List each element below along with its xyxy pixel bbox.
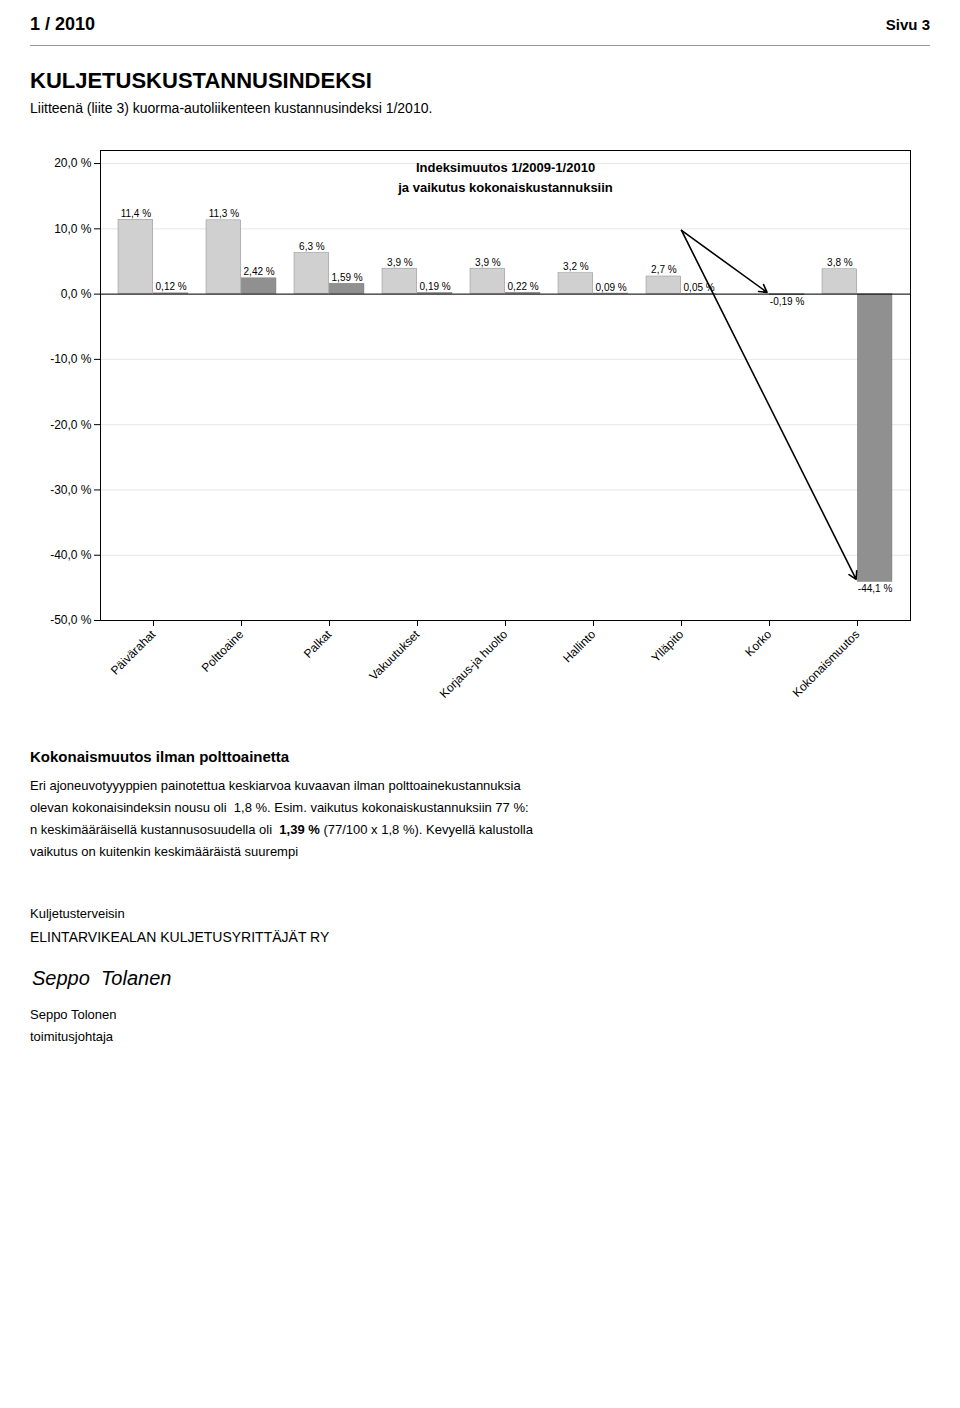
- svg-text:Vakuutukset: Vakuutukset: [366, 627, 422, 683]
- svg-text:11,4 %: 11,4 %: [121, 208, 151, 219]
- html-text:Kokonaismuutos ilman polttoain: Kokonaismuutos ilman polttoainetta: [30, 748, 290, 765]
- svg-text:3,8 %: 3,8 %: [827, 257, 853, 268]
- svg-text:2,42 %: 2,42 %: [244, 266, 275, 277]
- svg-text:-50,0 %: -50,0 %: [50, 613, 92, 627]
- html-text:ELINTARVIKEALAN KULJETUSYRITTÄ: ELINTARVIKEALAN KULJETUSYRITTÄJÄT RY: [30, 929, 330, 945]
- svg-text:-40,0 %: -40,0 %: [50, 548, 92, 562]
- svg-text:0,12 %: 0,12 %: [156, 281, 187, 292]
- svg-text:Indeksimuutos 1/2009-1/2010: Indeksimuutos 1/2009-1/2010: [416, 160, 595, 175]
- html-text:vaikutus on kuitenkin keskimää: vaikutus on kuitenkin keskimääräistä suu…: [30, 844, 299, 859]
- svg-text:Korko: Korko: [742, 627, 774, 659]
- html-text:Kuljetusterveisin: Kuljetusterveisin: [30, 906, 125, 921]
- svg-text:-0,19 %: -0,19 %: [770, 296, 805, 307]
- html-text:toimitusjohtaja: toimitusjohtaja: [30, 1029, 114, 1044]
- svg-text:1,59 %: 1,59 %: [332, 272, 363, 283]
- svg-text:Hallinto: Hallinto: [560, 627, 598, 665]
- svg-text:6,3 %: 6,3 %: [299, 241, 325, 252]
- svg-text:ja vaikutus kokonaiskustannuks: ja vaikutus kokonaiskustannuksiin: [397, 180, 613, 195]
- svg-text:2,7 %: 2,7 %: [651, 264, 677, 275]
- svg-text:0,09 %: 0,09 %: [596, 282, 627, 293]
- svg-text:Polttoaine: Polttoaine: [199, 627, 247, 675]
- html-text:n keskimääräisellä kustannusos: n keskimääräisellä kustannusosuudella ol…: [30, 822, 533, 837]
- svg-text:11,3 %: 11,3 %: [209, 208, 239, 219]
- svg-text:0,0 %: 0,0 %: [61, 287, 92, 301]
- svg-text:0,05 %: 0,05 %: [683, 281, 715, 293]
- html-text:Eri ajoneuvotyyyppien painotet: Eri ajoneuvotyyyppien painotettua keskia…: [30, 778, 521, 793]
- svg-text:Päivärahat: Päivärahat: [108, 627, 159, 678]
- html-text:olevan kokonaisindeksin nousu: olevan kokonaisindeksin nousu oli 1,8 %.…: [30, 800, 529, 815]
- svg-text:3,9 %: 3,9 %: [475, 257, 501, 268]
- html-text:KULJETUSKUSTANNUSINDEKSI: KULJETUSKUSTANNUSINDEKSI: [30, 68, 372, 93]
- svg-text:-20,0 %: -20,0 %: [50, 418, 92, 432]
- svg-text:0,22 %: 0,22 %: [508, 281, 539, 292]
- svg-text:-44,1 %: -44,1 %: [858, 583, 893, 594]
- html-text:Seppo Tolanen: Seppo Tolanen: [32, 967, 172, 989]
- svg-text:Kokonaismuutos: Kokonaismuutos: [790, 627, 863, 700]
- svg-text:Ylläpito: Ylläpito: [649, 627, 687, 665]
- svg-text:Palkat: Palkat: [301, 627, 335, 661]
- svg-text:3,9 %: 3,9 %: [387, 257, 413, 268]
- html-text:1 / 2010: 1 / 2010: [30, 14, 96, 34]
- svg-text:-10,0 %: -10,0 %: [50, 352, 92, 366]
- svg-text:20,0 %: 20,0 %: [54, 156, 92, 170]
- html-text:Seppo Tolonen: Seppo Tolonen: [30, 1007, 117, 1022]
- svg-text:10,0 %: 10,0 %: [54, 222, 92, 236]
- html-text:Liitteenä (liite 3) kuorma-aut: Liitteenä (liite 3) kuorma-autoliikentee…: [30, 100, 433, 116]
- svg-text:-30,0 %: -30,0 %: [50, 483, 92, 497]
- svg-text:Korjaus-ja huolto: Korjaus-ja huolto: [437, 627, 511, 701]
- svg-text:0,19 %: 0,19 %: [420, 281, 451, 292]
- html-text:Sivu 3: Sivu 3: [885, 16, 930, 33]
- svg-text:3,2 %: 3,2 %: [563, 261, 589, 272]
